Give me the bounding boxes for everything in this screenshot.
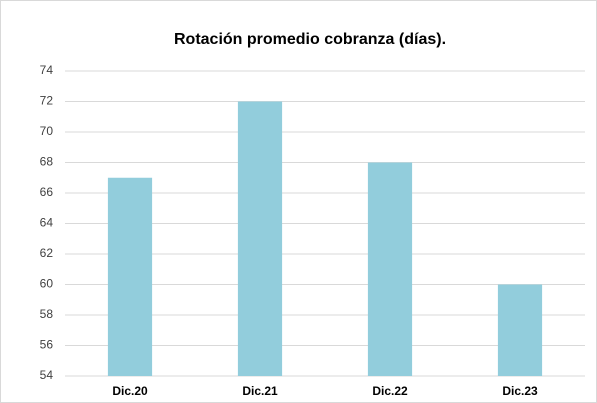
y-tick-label: 70 bbox=[40, 124, 54, 138]
x-tick-label: Dic.20 bbox=[112, 384, 148, 398]
chart-title: Rotación promedio cobranza (días). bbox=[174, 31, 446, 48]
bar bbox=[497, 284, 543, 376]
x-tick-label: Dic.23 bbox=[502, 384, 538, 398]
y-tick-label: 64 bbox=[40, 216, 54, 230]
y-tick-label: 62 bbox=[40, 246, 54, 260]
y-tick-label: 68 bbox=[40, 155, 54, 169]
y-tick-label: 58 bbox=[40, 307, 54, 321]
x-tick-label: Dic.21 bbox=[242, 384, 278, 398]
x-tick-label: Dic.22 bbox=[372, 384, 408, 398]
y-tick-label: 74 bbox=[40, 63, 54, 77]
bar bbox=[107, 177, 153, 376]
y-tick-label: 66 bbox=[40, 185, 54, 199]
bar bbox=[237, 101, 283, 376]
y-tick-label: 60 bbox=[40, 277, 54, 291]
y-tick-label: 54 bbox=[40, 368, 54, 382]
bar bbox=[367, 162, 413, 376]
y-tick-label: 56 bbox=[40, 338, 54, 352]
y-tick-label: 72 bbox=[40, 94, 54, 108]
